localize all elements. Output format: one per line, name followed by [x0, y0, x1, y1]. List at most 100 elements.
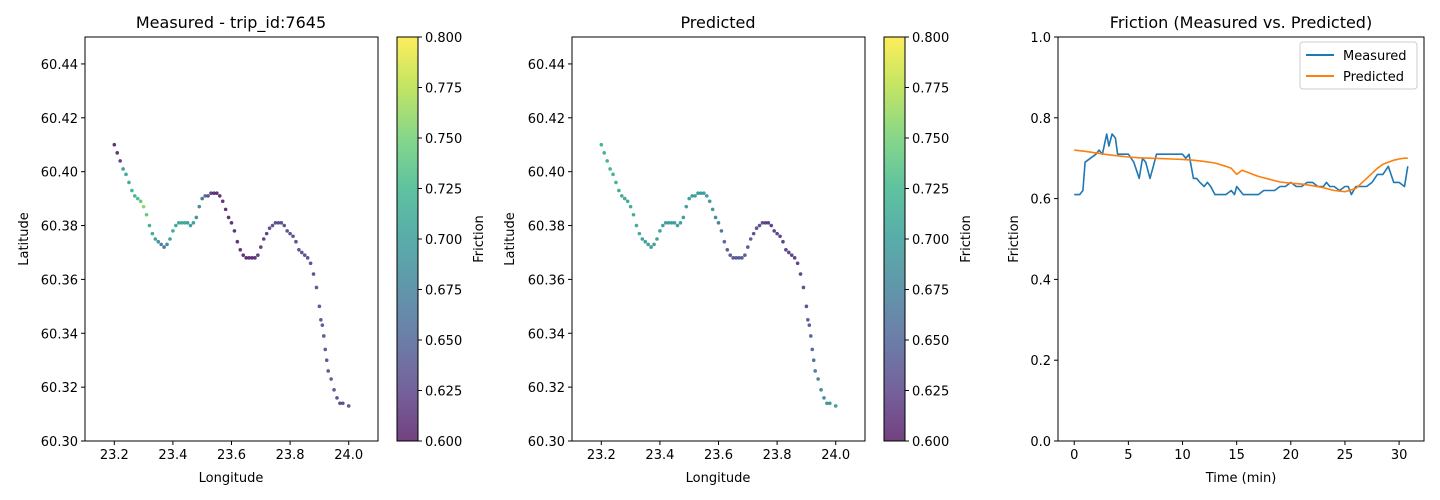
scatter-point: [247, 256, 251, 260]
colorbar-tick-label: 0.800: [425, 31, 462, 46]
chart-title: Measured - trip_id:7645: [136, 13, 326, 33]
scatter-point: [602, 151, 607, 155]
scatter-point: [743, 253, 747, 257]
scatter-point: [165, 242, 169, 247]
scatter-point: [634, 223, 639, 228]
colorbar-tick-label: 0.625: [912, 385, 949, 400]
scatter-point: [722, 239, 727, 244]
scatter-point: [314, 285, 319, 290]
scatter-point: [279, 221, 284, 225]
scatter-point: [819, 388, 823, 392]
scatter-point: [748, 237, 753, 241]
x-axis-label: Longitude: [199, 471, 264, 486]
colorbar-label: Friction: [959, 215, 974, 263]
scatter-point: [159, 242, 163, 247]
scatter-point: [206, 194, 210, 198]
y-tick-label: 0.0: [1030, 435, 1051, 450]
y-tick-label: 60.30: [41, 435, 78, 450]
legend-label-measured: Measured: [1343, 49, 1407, 64]
colorbar-tick-label: 0.650: [425, 334, 462, 349]
scatter-point: [267, 226, 272, 231]
scatter-point: [640, 237, 645, 241]
scatter-point: [775, 231, 779, 236]
scatter-point: [795, 261, 800, 266]
y-tick-label: 0.4: [1030, 273, 1051, 288]
scatter-point: [704, 194, 709, 198]
scatter-point: [273, 221, 278, 225]
scatter-point: [690, 194, 694, 198]
scatter-point: [324, 358, 329, 363]
colorbar-tick-label: 0.675: [425, 284, 462, 299]
scatter-point: [637, 231, 642, 236]
scatter-point: [617, 188, 621, 193]
x-tick-label: 0: [1070, 448, 1078, 463]
scatter-point: [270, 223, 275, 228]
scatter-point: [174, 223, 178, 228]
scatter-point: [696, 191, 700, 196]
scatter-point: [801, 285, 806, 290]
scatter-points: [599, 142, 838, 408]
x-tick-label: 30: [1391, 448, 1408, 463]
scatter-point: [713, 215, 718, 220]
x-tick-label: 23.8: [276, 448, 305, 463]
scatter-point: [200, 196, 204, 201]
scatter-point: [168, 237, 172, 241]
scatter-point: [338, 401, 342, 406]
scatter-point: [737, 256, 741, 260]
scatter-point: [308, 261, 313, 266]
scatter-point: [209, 191, 213, 196]
scatter-point: [179, 221, 184, 225]
y-ticks: 60.30 60.32 60.34 60.36 60.38 60.40 60.42 60.44: [41, 58, 85, 450]
scatter-point: [124, 172, 128, 177]
y-tick-label: 1.0: [1030, 31, 1051, 46]
scatter-point: [171, 229, 175, 233]
x-tick-label: 23.4: [645, 448, 674, 463]
scatter-point: [631, 212, 636, 217]
scatter-point: [828, 401, 832, 406]
scatter-point: [212, 191, 216, 196]
y-tick-label: 0.2: [1030, 354, 1051, 369]
scatter-point: [185, 221, 190, 225]
scatter-point: [133, 194, 137, 198]
x-tick-label: 24.0: [821, 448, 850, 463]
scatter-point: [215, 191, 219, 196]
legend-label-predicted: Predicted: [1343, 70, 1404, 85]
colorbar-tick-label: 0.775: [425, 82, 462, 97]
scatter-point: [346, 404, 351, 408]
scatter-point: [678, 221, 683, 225]
scatter-point: [663, 221, 668, 225]
y-tick-label: 60.38: [41, 220, 78, 235]
x-tick-label: 23.4: [158, 448, 187, 463]
y-axis-label: Friction: [1007, 215, 1022, 263]
scatter-point: [757, 223, 762, 228]
scatter-point: [702, 191, 706, 196]
scatter-point: [605, 159, 609, 163]
series-line-predicted: [1074, 149, 1408, 193]
scatter-point: [320, 323, 325, 327]
scatter-point: [728, 253, 733, 257]
scatter-point: [681, 215, 686, 220]
scatter-point: [751, 231, 756, 236]
scatter-point: [130, 188, 134, 193]
colorbar: [396, 36, 419, 442]
scatter-point: [655, 237, 659, 241]
scatter-point: [300, 250, 304, 255]
y-tick-label: 60.36: [528, 273, 565, 288]
scatter-point: [789, 253, 794, 257]
scatter-point: [197, 204, 202, 209]
scatter-point: [323, 347, 328, 352]
scatter-point: [182, 221, 187, 225]
scatter-point: [687, 196, 691, 201]
x-tick-label: 23.6: [217, 448, 246, 463]
x-tick-label: 23.2: [587, 448, 616, 463]
scatter-point: [833, 404, 838, 408]
scatter-point: [329, 377, 333, 381]
scatter-point: [646, 242, 650, 247]
scatter-point: [811, 358, 816, 363]
scatter-point: [658, 229, 662, 233]
scatter-point: [294, 239, 298, 244]
scatter-point: [244, 256, 248, 260]
series-lines: [1074, 133, 1409, 196]
scatter-point: [798, 272, 803, 276]
